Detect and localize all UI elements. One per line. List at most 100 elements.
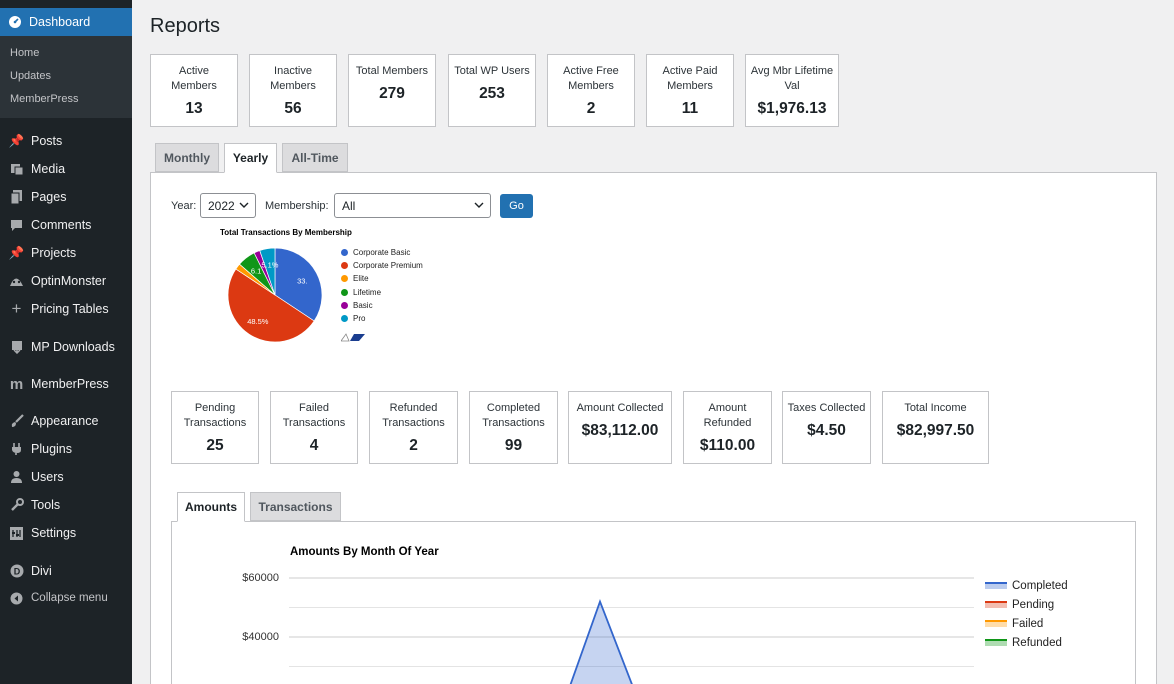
- stat-card-failed-transactions: Failed Transactions 4: [270, 391, 358, 464]
- sidebar-item-plugins[interactable]: Plugins: [0, 438, 132, 460]
- sidebar-item-users[interactable]: Users: [0, 466, 132, 488]
- stat-value: 279: [379, 85, 405, 102]
- legend-label: Corporate Premium: [353, 261, 423, 271]
- sidebar-item-label: MemberPress: [31, 377, 109, 391]
- sidebar-item-label: Media: [31, 162, 66, 176]
- stat-label: Active Free Members: [563, 65, 619, 92]
- legend-swatch: [985, 601, 1007, 608]
- stat-value: $1,976.13: [757, 100, 827, 117]
- stat-label: Amount Collected: [576, 402, 664, 414]
- chevron-down-icon: [239, 202, 249, 208]
- stat-value: 2: [586, 100, 596, 117]
- legend-swatch: [985, 582, 1007, 589]
- comments-icon: [9, 218, 24, 233]
- stat-label: Taxes Collected: [787, 402, 866, 414]
- user-icon: [9, 470, 24, 485]
- stat-label: Avg Mbr Lifetime Val: [750, 65, 834, 92]
- stat-value: 11: [681, 100, 699, 117]
- pie-slice-label: 33.: [297, 276, 307, 285]
- sidebar-item-label: Collapse menu: [31, 592, 108, 604]
- plus-icon: +: [11, 299, 22, 318]
- submenu-item-updates[interactable]: Updates: [10, 70, 51, 82]
- sidebar-item-pages[interactable]: Pages: [0, 186, 132, 208]
- stat-value: 56: [284, 100, 302, 117]
- sidebar-item-tools[interactable]: Tools: [0, 494, 132, 516]
- divi-icon: D: [9, 564, 24, 579]
- legend-item: Pro: [341, 312, 423, 325]
- year-select-value: 2022: [208, 198, 235, 213]
- stat-card-active-paid-members: Active Paid Members 11: [646, 54, 734, 127]
- sidebar-item-settings[interactable]: Settings: [0, 522, 132, 544]
- y-tick-label: $60000: [242, 572, 279, 584]
- membership-select-value: All: [342, 198, 356, 213]
- legend-label: Corporate Basic: [353, 248, 411, 258]
- pie-slice-label: 6.1: [251, 266, 261, 275]
- legend-item: Lifetime: [341, 286, 423, 299]
- sidebar-item-dashboard[interactable]: Dashboard: [0, 8, 132, 36]
- dashboard-icon: [9, 16, 21, 28]
- legend-swatch: [341, 301, 348, 309]
- submenu-item-home[interactable]: Home: [10, 47, 40, 59]
- tab-amounts[interactable]: Amounts: [177, 492, 245, 522]
- chart-logo-icon: [341, 333, 365, 342]
- stat-value: 25: [206, 437, 224, 454]
- legend-swatch: [341, 275, 348, 283]
- stat-value: 253: [479, 85, 505, 102]
- stat-value: 13: [185, 100, 203, 117]
- legend-label: Completed: [1012, 579, 1068, 592]
- stat-card-total-members: Total Members 279: [348, 54, 436, 127]
- chevron-down-icon: [474, 202, 484, 208]
- sidebar-item-label: Settings: [31, 526, 77, 540]
- sidebar-item-optinmonster[interactable]: OptinMonster: [0, 270, 132, 292]
- legend-label: Elite: [353, 274, 369, 284]
- year-select[interactable]: 2022: [200, 193, 256, 218]
- sidebar-item-comments[interactable]: Comments: [0, 214, 132, 236]
- membership-select[interactable]: All: [334, 193, 491, 218]
- tab-monthly[interactable]: Monthly: [155, 143, 219, 172]
- area-chart: [289, 577, 974, 684]
- stat-card-taxes-collected: Taxes Collected $4.50: [782, 391, 871, 464]
- sidebar-item-appearance[interactable]: Appearance: [0, 410, 132, 432]
- sidebar-item-posts[interactable]: 📌 Posts: [0, 130, 132, 152]
- legend-label: Failed: [1012, 617, 1044, 630]
- sidebar-item-memberpress[interactable]: m MemberPress: [0, 373, 132, 395]
- sidebar-item-mp-downloads[interactable]: MP Downloads: [0, 336, 132, 358]
- sidebar-item-label: Appearance: [31, 414, 99, 428]
- legend-label: Basic: [353, 300, 373, 310]
- stat-card-refunded-transactions: Refunded Transactions 2: [369, 391, 458, 464]
- stat-value: $83,112.00: [581, 422, 659, 439]
- sidebar-item-label: Users: [31, 470, 64, 484]
- stat-label: Pending Transactions: [183, 402, 247, 429]
- pie-slice-label: 5.1%: [261, 260, 278, 269]
- year-label: Year:: [171, 200, 197, 212]
- tab-transactions[interactable]: Transactions: [250, 492, 341, 521]
- stat-card-avg-lifetime-value: Avg Mbr Lifetime Val $1,976.13: [745, 54, 839, 127]
- sidebar-item-projects[interactable]: 📌 Projects: [0, 242, 132, 264]
- submenu-item-memberpress[interactable]: MemberPress: [10, 93, 79, 105]
- pie-chart-title: Total Transactions By Membership: [220, 228, 352, 237]
- sidebar-item-pricing-tables[interactable]: + Pricing Tables: [0, 298, 132, 320]
- go-button[interactable]: Go: [500, 194, 533, 218]
- dashboard-submenu: Home Updates MemberPress: [0, 36, 132, 118]
- sidebar-item-divi[interactable]: D Divi: [0, 560, 132, 582]
- area-chart-title: Amounts By Month Of Year: [290, 546, 439, 558]
- stat-value: $4.50: [807, 422, 846, 439]
- collapse-menu-button[interactable]: Collapse menu: [0, 587, 132, 609]
- page-title: Reports: [150, 15, 221, 37]
- legend-item: Elite: [341, 272, 423, 285]
- tab-all-time[interactable]: All-Time: [282, 143, 348, 172]
- tab-yearly[interactable]: Yearly: [224, 143, 277, 173]
- stat-label: Total Income: [904, 402, 967, 414]
- brush-icon: [9, 414, 24, 429]
- sidebar-item-label: Plugins: [31, 442, 72, 456]
- collapse-icon: [9, 591, 24, 606]
- pie-slice: [259, 247, 276, 296]
- legend-label: Pro: [353, 314, 366, 324]
- stat-card-inactive-members: Inactive Members 56: [249, 54, 337, 127]
- legend-label: Pending: [1012, 598, 1055, 611]
- legend-item: Refunded: [985, 633, 1068, 652]
- sidebar-item-label: MP Downloads: [31, 340, 115, 354]
- sidebar-item-media[interactable]: Media: [0, 158, 132, 180]
- sidebar-item-label: Divi: [31, 564, 52, 578]
- wrench-icon: [9, 498, 24, 513]
